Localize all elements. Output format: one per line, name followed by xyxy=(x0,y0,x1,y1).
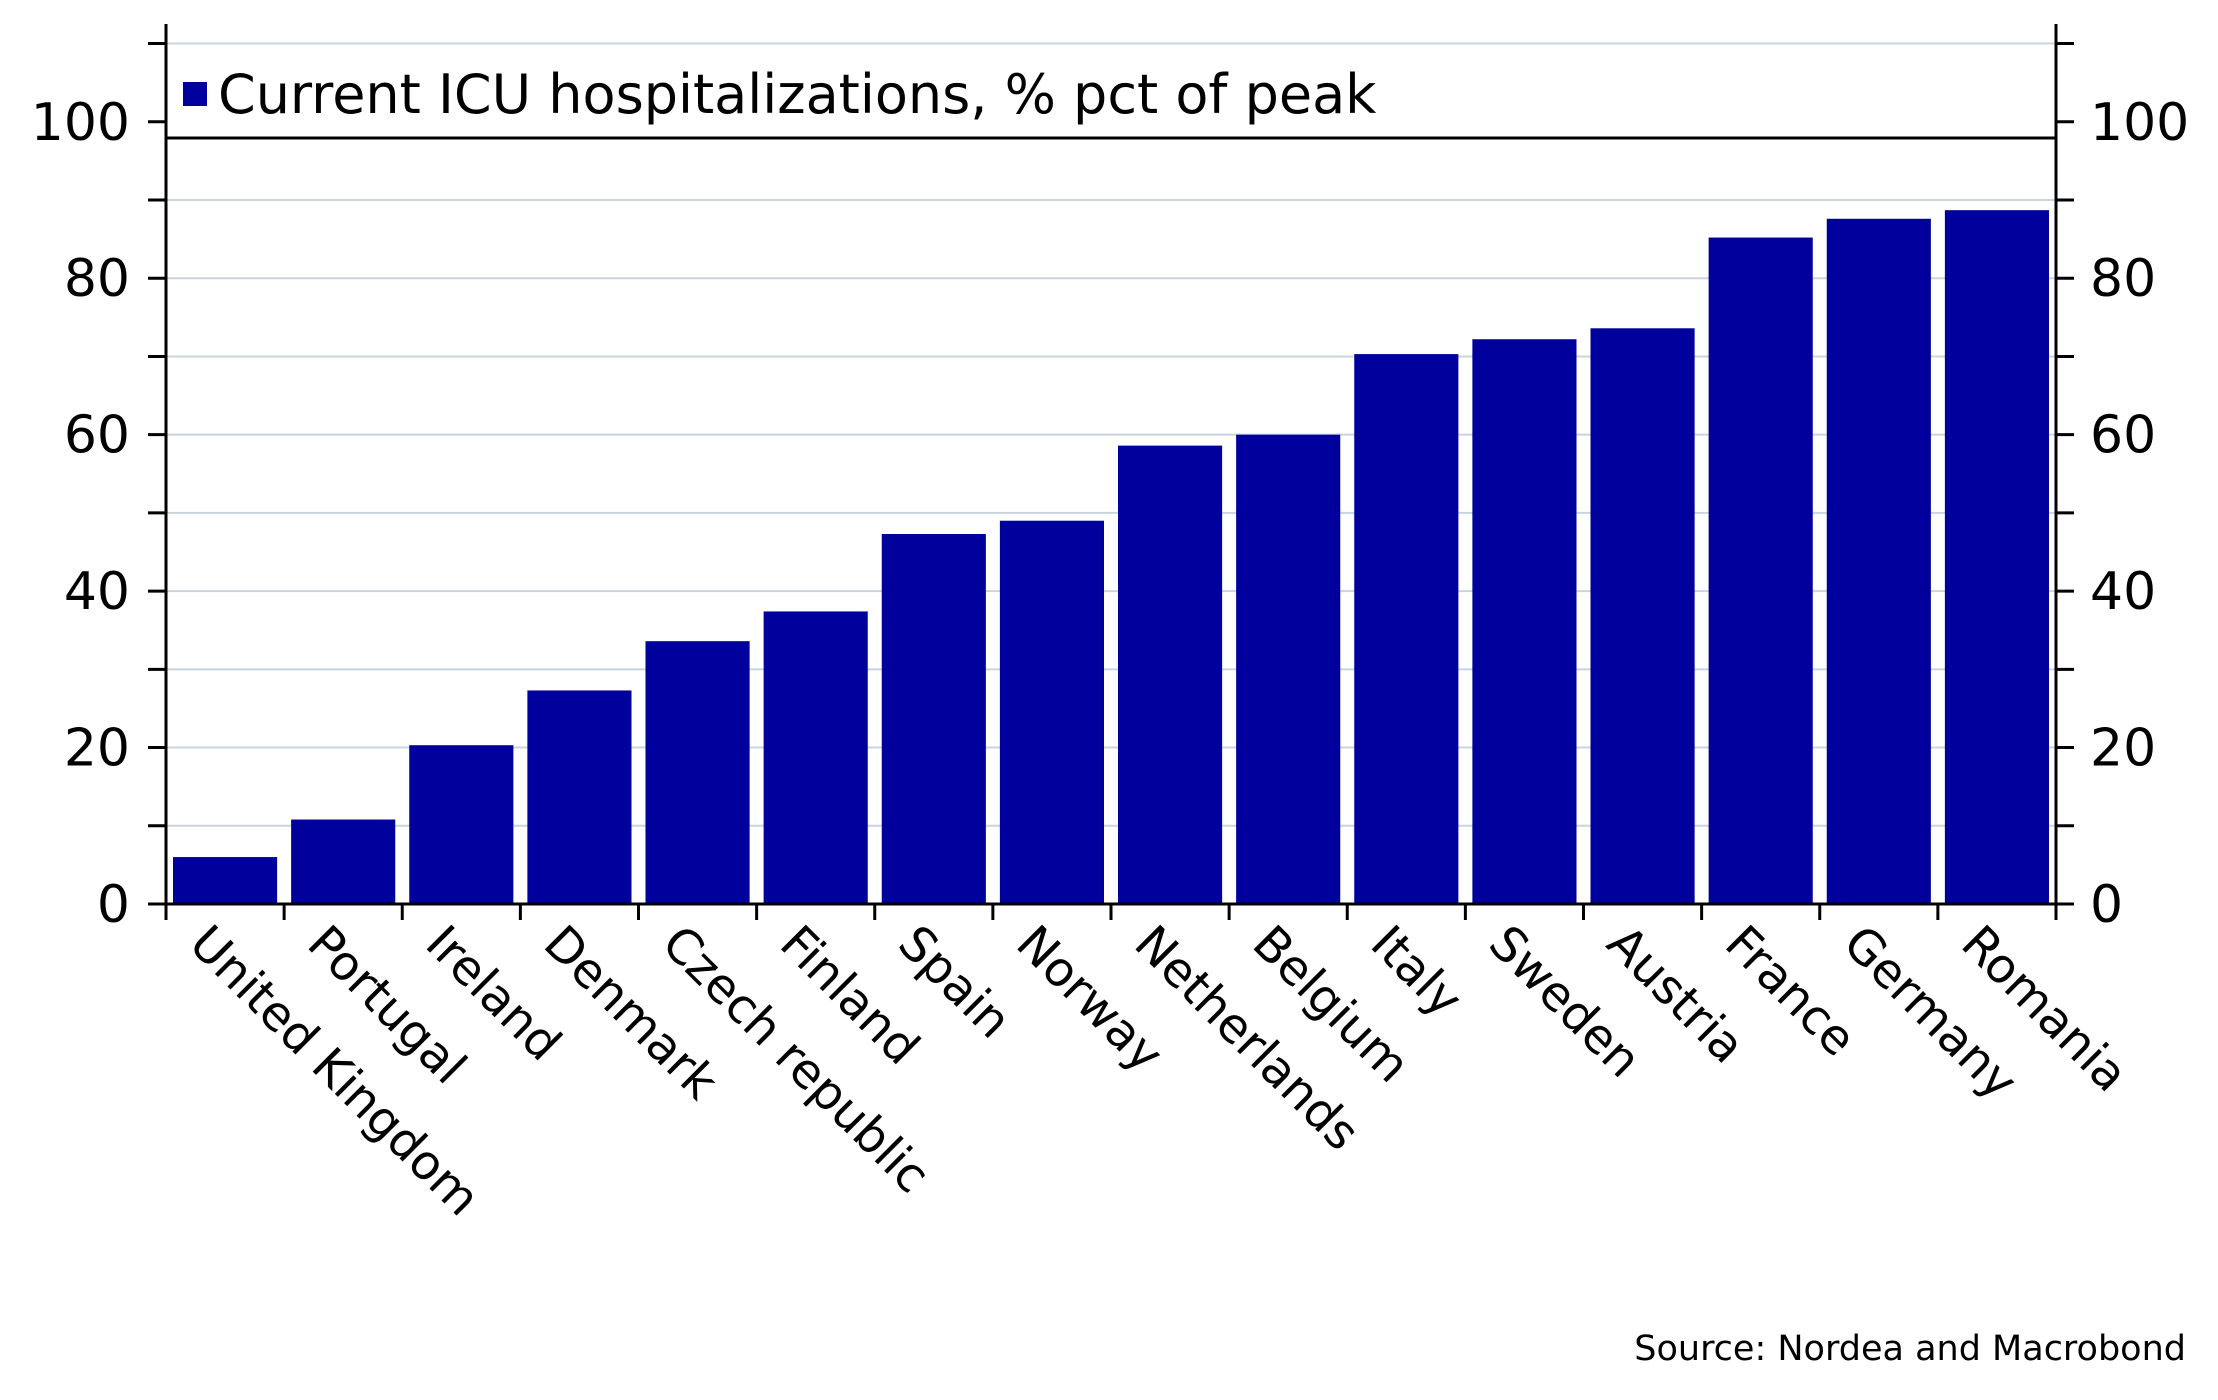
bar-finland xyxy=(763,611,868,904)
bar-czech-republic xyxy=(645,641,750,904)
legend-label: Current ICU hospitalizations, % pct of p… xyxy=(218,63,1377,126)
legend: Current ICU hospitalizations, % pct of p… xyxy=(183,63,1377,126)
y-tick-label-left: 0 xyxy=(97,875,130,935)
y-tick-label-right: 80 xyxy=(2090,249,2156,309)
bars xyxy=(173,210,2049,905)
bar-united-kingdom xyxy=(173,857,278,904)
legend-swatch xyxy=(183,82,207,106)
bar-germany xyxy=(1826,218,1931,905)
y-tick-label-right: 100 xyxy=(2090,93,2189,153)
source-note: Source: Nordea and Macrobond xyxy=(1634,1329,2186,1369)
y-tick-label-right: 20 xyxy=(2090,719,2156,779)
y-tick-label-left: 20 xyxy=(64,719,130,779)
bar-ireland xyxy=(409,745,514,904)
bar-italy xyxy=(1354,354,1459,904)
y-tick-label-right: 60 xyxy=(2090,406,2156,466)
bar-austria xyxy=(1590,328,1695,905)
bar-portugal xyxy=(291,819,396,904)
axes xyxy=(148,24,2074,920)
bar-denmark xyxy=(527,690,632,904)
bar-sweden xyxy=(1472,339,1577,904)
y-tick-label-left: 80 xyxy=(64,249,130,309)
bar-belgium xyxy=(1236,434,1341,904)
y-tick-label-left: 100 xyxy=(31,93,130,153)
y-tick-label-left: 60 xyxy=(64,406,130,466)
bar-france xyxy=(1708,237,1813,905)
y-tick-label-right: 40 xyxy=(2090,562,2156,622)
bar-norway xyxy=(999,520,1104,904)
y-tick-label-right: 0 xyxy=(2090,875,2123,935)
bar-spain xyxy=(881,534,986,904)
bar-netherlands xyxy=(1118,445,1223,904)
bar-romania xyxy=(1944,210,2049,904)
y-tick-label-left: 40 xyxy=(64,562,130,622)
